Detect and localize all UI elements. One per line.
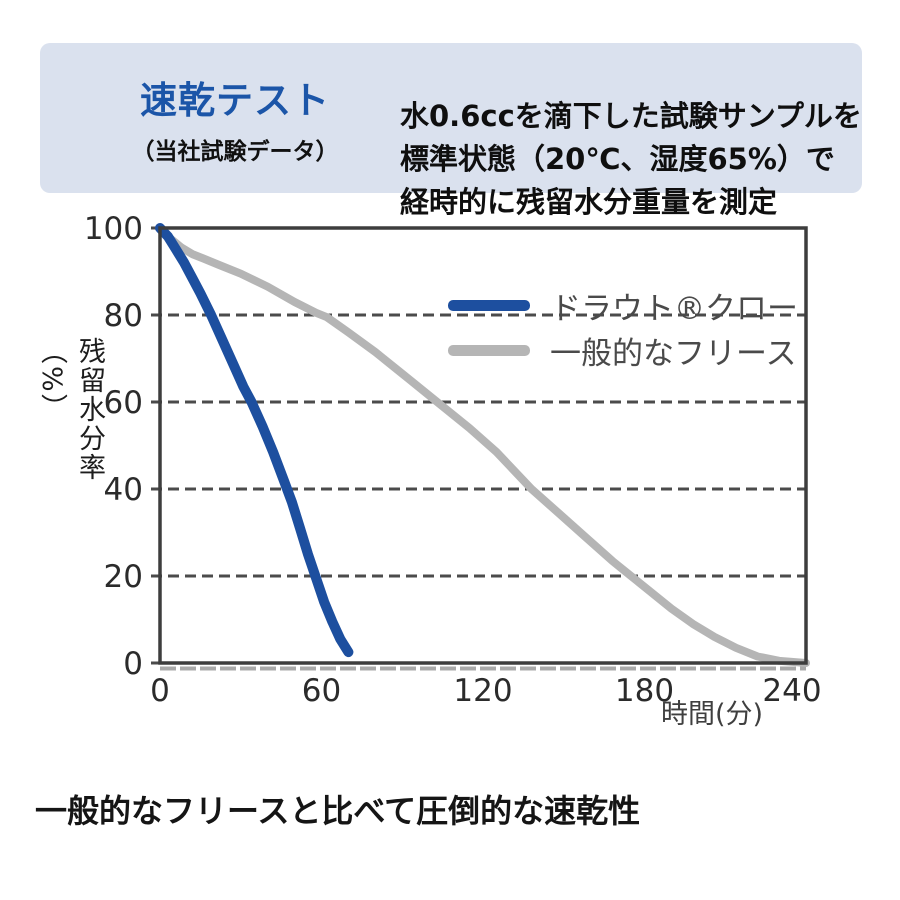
moisture-chart: 0 20 40 60 80 100 0 60 120 180 240 時間(分) — [0, 200, 900, 785]
legend-swatch-draut — [448, 299, 530, 311]
x-tick-label-240: 240 — [762, 673, 821, 709]
x-tick-label-60: 60 — [302, 673, 341, 709]
legend-label-fleece: 一般的なフリース — [550, 335, 797, 372]
page-subtitle: （当社試験データ） — [131, 139, 339, 165]
y-tick-label-20: 20 — [104, 559, 143, 595]
test-conditions-line-3: 経時的に残留水分重量を測定 — [400, 185, 778, 219]
test-conditions-line-1: 水0.6ccを滴下した試験サンプルを — [400, 99, 862, 133]
y-tick-label-80: 80 — [104, 298, 143, 334]
page-title: 速乾テスト — [140, 79, 330, 122]
y-tick-label-100: 100 — [84, 211, 143, 247]
x-axis-title: 時間(分) — [661, 699, 763, 730]
y-tick-label-40: 40 — [104, 472, 143, 508]
test-conditions-text: 水0.6ccを滴下した試験サンプルを 標準状態（20℃、湿度65%）で 経時的に… — [400, 95, 862, 224]
test-header-panel: 速乾テスト （当社試験データ） 水0.6ccを滴下した試験サンプルを 標準状態（… — [40, 43, 862, 219]
series-line-draut — [155, 223, 354, 658]
x-tick-label-180: 180 — [615, 673, 674, 709]
legend-swatch-fleece — [448, 344, 530, 356]
plot-border — [158, 226, 808, 665]
x-tick-label-0: 0 — [150, 673, 170, 709]
y-tick-label-60: 60 — [104, 385, 143, 421]
x-tick-label-120: 120 — [453, 673, 512, 709]
test-header-title-block: 速乾テスト （当社試験データ） — [95, 43, 375, 193]
test-conditions-line-2: 標準状態（20℃、湿度65%）で — [400, 142, 835, 176]
y-axis-title: 残留水分率（%） — [36, 337, 105, 482]
legend-label-draut: ドラウト®クロー — [550, 290, 798, 327]
legend-item-fleece: 一般的なフリース — [448, 335, 798, 372]
footer-headline: 一般的なフリースと比べて圧倒的な速乾性 — [35, 792, 641, 830]
y-tick-label-0: 0 — [123, 646, 143, 682]
legend-item-draut: ドラウト®クロー — [448, 290, 798, 327]
series-line-fleece — [156, 224, 810, 667]
chart-legend: ドラウト®クロー 一般的なフリース — [448, 290, 798, 372]
